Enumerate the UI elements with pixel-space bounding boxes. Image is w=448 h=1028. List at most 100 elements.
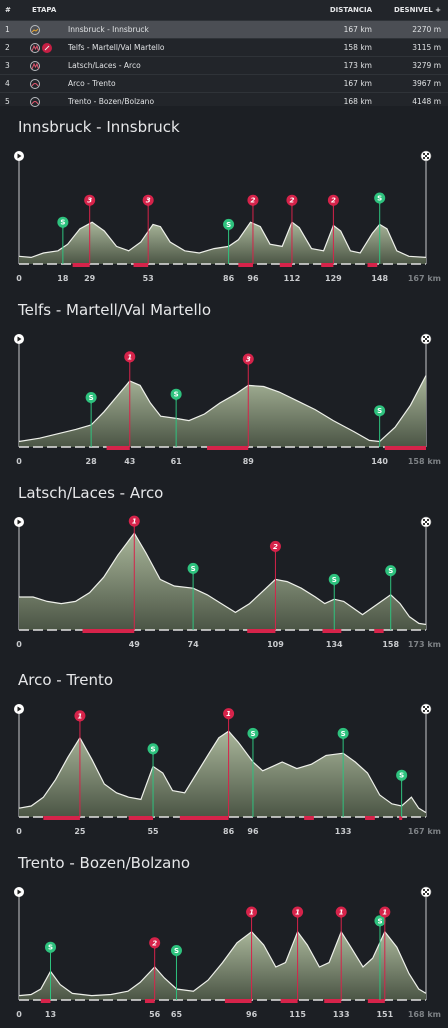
svg-text:1: 1 bbox=[382, 909, 387, 917]
total-distance-label: 158 km bbox=[408, 457, 441, 466]
stage-profile-section: Telfs - Martell/Val Martello S 1 S 3 S 0 28 43 61… bbox=[0, 297, 448, 472]
row-distance: 158 km bbox=[343, 43, 372, 52]
kom-marker[interactable]: 3 bbox=[242, 353, 254, 367]
svg-text:S: S bbox=[332, 576, 337, 584]
climb-segment bbox=[367, 999, 385, 1003]
svg-text:S: S bbox=[250, 730, 255, 738]
km-tick-label: 140 bbox=[371, 457, 388, 466]
row-elevation: 4148 m bbox=[412, 97, 441, 106]
elevation-area bbox=[19, 731, 426, 817]
sprint-marker[interactable]: S bbox=[337, 727, 349, 741]
kom-marker[interactable]: 3 bbox=[84, 194, 96, 208]
climb-segment bbox=[179, 816, 229, 820]
row-stage-name: Telfs - Martell/Val Martello bbox=[68, 43, 165, 52]
sprint-marker[interactable]: S bbox=[170, 945, 182, 958]
sprint-marker[interactable]: S bbox=[328, 573, 340, 587]
row-elevation: 3967 m bbox=[412, 79, 441, 88]
kom-marker[interactable]: 1 bbox=[124, 351, 136, 364]
km-tick-label: 28 bbox=[86, 457, 98, 466]
km-tick-label: 115 bbox=[289, 1010, 306, 1019]
sprint-marker[interactable]: S bbox=[374, 192, 386, 206]
kom-marker[interactable]: 1 bbox=[128, 515, 140, 529]
kom-marker[interactable]: 2 bbox=[247, 194, 259, 208]
table-row[interactable]: 4 Arco - Trento 167 km 3967 m bbox=[0, 74, 448, 92]
profile-flat-icon bbox=[30, 25, 40, 35]
climb-segment bbox=[106, 446, 130, 450]
elevation-area bbox=[19, 222, 426, 264]
row-elevation: 3279 m bbox=[412, 61, 441, 70]
sprint-marker[interactable]: S bbox=[396, 769, 408, 783]
svg-text:1: 1 bbox=[226, 710, 231, 718]
sprint-marker[interactable]: S bbox=[223, 218, 235, 232]
climb-segment bbox=[247, 629, 276, 633]
elevation-area bbox=[19, 533, 426, 630]
header-distance[interactable]: DISTANCIA bbox=[329, 6, 372, 14]
stage-profile-section: Trento - Bozen/Bolzano S 2 S 1 1 1 S 1 0 13 56 65 96 1… bbox=[0, 850, 448, 1025]
kom-marker[interactable]: 1 bbox=[74, 710, 86, 723]
sprint-marker[interactable]: S bbox=[247, 727, 259, 741]
sprint-marker[interactable]: S bbox=[385, 565, 397, 578]
km-tick-label: 109 bbox=[267, 640, 284, 649]
svg-text:S: S bbox=[60, 219, 65, 227]
sprint-marker[interactable]: S bbox=[374, 915, 386, 928]
elevation-profile-chart: S 3 3 S 2 2 2 S 0 18 29 53 86 96 112 129 148 167 km bbox=[14, 150, 441, 283]
row-distance: 167 km bbox=[343, 79, 372, 88]
table-row[interactable]: 5 Trento - Bozen/Bolzano 168 km 4148 m bbox=[0, 92, 448, 110]
climb-segment bbox=[207, 446, 249, 450]
climb-segment bbox=[365, 816, 375, 820]
km-tick-label: 133 bbox=[333, 1010, 350, 1019]
km-tick-label: 0 bbox=[16, 457, 22, 466]
svg-text:1: 1 bbox=[132, 518, 137, 526]
sprint-marker[interactable]: S bbox=[374, 405, 386, 418]
table-row[interactable]: 1 Innsbruck - Innsbruck 167 km 2270 m bbox=[0, 20, 448, 38]
sprint-marker[interactable]: S bbox=[147, 743, 159, 756]
kom-marker[interactable]: 2 bbox=[286, 194, 298, 208]
sprint-marker[interactable]: S bbox=[57, 216, 69, 230]
elevation-line bbox=[18, 730, 427, 814]
svg-text:2: 2 bbox=[251, 197, 256, 205]
sprint-marker[interactable]: S bbox=[187, 562, 199, 576]
table-row[interactable]: 3 Latsch/Laces - Arco 173 km 3279 m bbox=[0, 56, 448, 74]
svg-text:2: 2 bbox=[273, 543, 278, 551]
km-tick-label: 53 bbox=[143, 274, 154, 283]
table-row[interactable]: 2 Telfs - Martell/Val Martello 158 km 3115 … bbox=[0, 38, 448, 56]
svg-text:S: S bbox=[48, 944, 53, 952]
row-number: 4 bbox=[5, 79, 10, 88]
kom-marker[interactable]: 2 bbox=[269, 540, 281, 554]
sprint-marker[interactable]: S bbox=[170, 388, 182, 402]
kom-marker[interactable]: 1 bbox=[292, 906, 304, 920]
kom-marker[interactable]: 3 bbox=[142, 194, 154, 208]
kom-marker[interactable]: 1 bbox=[223, 708, 235, 721]
svg-text:1: 1 bbox=[249, 909, 254, 917]
kom-marker[interactable]: 2 bbox=[149, 937, 161, 950]
svg-text:2: 2 bbox=[290, 197, 295, 205]
kom-marker[interactable]: 2 bbox=[327, 194, 339, 208]
svg-text:S: S bbox=[89, 394, 94, 402]
row-stage-name: Trento - Bozen/Bolzano bbox=[68, 97, 155, 106]
total-distance-label: 168 km bbox=[408, 1010, 441, 1019]
kom-marker[interactable]: 1 bbox=[379, 906, 391, 920]
elevation-profile-chart: 1 S 1 S S S 0 25 55 86 96 133 167 km bbox=[14, 703, 441, 836]
climb-segment bbox=[280, 999, 298, 1003]
km-tick-label: 49 bbox=[129, 640, 141, 649]
header-stage[interactable]: ETAPA bbox=[32, 6, 57, 14]
climb-segment bbox=[304, 816, 314, 820]
km-tick-label: 86 bbox=[223, 274, 235, 283]
sprint-marker[interactable]: S bbox=[44, 941, 56, 955]
kom-marker[interactable]: 1 bbox=[246, 906, 258, 920]
km-tick-label: 65 bbox=[171, 1010, 183, 1019]
climb-segment bbox=[82, 629, 135, 633]
svg-text:S: S bbox=[226, 221, 231, 229]
stage-title: Arco - Trento bbox=[18, 671, 114, 689]
row-stage-name: Arco - Trento bbox=[68, 79, 116, 88]
climb-segment bbox=[72, 263, 90, 267]
row-distance: 173 km bbox=[343, 61, 372, 70]
svg-text:S: S bbox=[377, 195, 382, 203]
sprint-marker[interactable]: S bbox=[85, 392, 97, 405]
row-stage-name: Latsch/Laces - Arco bbox=[68, 61, 141, 70]
svg-text:3: 3 bbox=[146, 197, 151, 205]
header-elevation[interactable]: DESNIVEL + bbox=[393, 6, 441, 14]
svg-text:S: S bbox=[191, 565, 196, 573]
km-tick-label: 133 bbox=[335, 827, 352, 836]
kom-marker[interactable]: 1 bbox=[335, 906, 347, 920]
